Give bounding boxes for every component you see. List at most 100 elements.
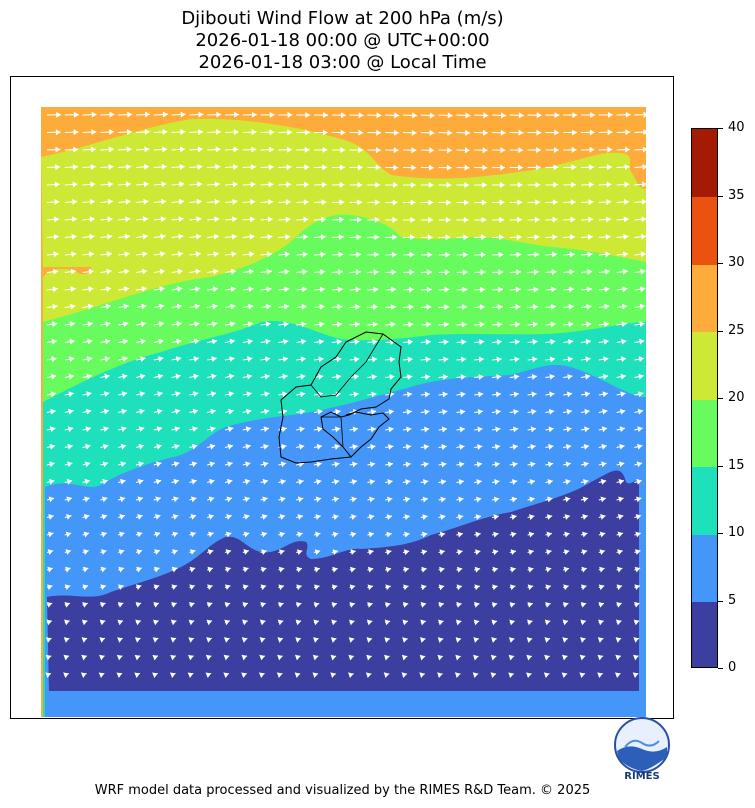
wind-arrow-head [527, 584, 534, 591]
wind-arrow-head [586, 286, 592, 293]
wind-arrow-head [534, 251, 540, 258]
wind-arrow-head [169, 672, 176, 678]
wind-arrow-head [403, 566, 409, 573]
wind-arrow-head [134, 672, 140, 678]
wind-arrow-head [570, 216, 576, 223]
wind-arrow-head [90, 163, 96, 170]
colorbar-segment [692, 466, 717, 535]
wind-arrow-head [98, 672, 105, 679]
wind-arrow-head [601, 461, 607, 468]
wind-arrow-head [581, 584, 587, 591]
wind-arrow-head [586, 303, 592, 310]
wind-arrow-head [584, 391, 590, 398]
wind-arrow-head [411, 129, 417, 136]
wind-arrow-head [508, 654, 515, 661]
wind-arrow-head [390, 304, 396, 311]
wind-arrow-head [402, 637, 408, 643]
wind-arrow-head [63, 637, 70, 643]
wind-arrow-head [305, 129, 310, 136]
wind-arrow-head [553, 181, 559, 188]
wind-arrow-head [572, 129, 577, 136]
colorbar-label: 40 [728, 120, 745, 135]
wind-arrow-head [284, 251, 290, 258]
wind-arrow-head [52, 321, 58, 328]
wind-arrow-head [386, 549, 392, 556]
wind-arrow-head [69, 321, 76, 328]
wind-arrow-head [67, 461, 73, 468]
wind-arrow-head [625, 129, 631, 136]
wind-arrow-head [50, 408, 56, 415]
wind-arrow-head [491, 601, 498, 608]
wind-arrow-head [136, 566, 142, 573]
wind-arrow-head [287, 111, 293, 118]
wind-arrow-head [284, 286, 290, 293]
wind-arrow-head [493, 496, 500, 503]
wind-vector-field [45, 111, 649, 679]
band-0-5 [47, 470, 639, 691]
wind-arrow-head [46, 637, 52, 643]
wind-arrow-head [286, 146, 292, 153]
wind-arrow-head [81, 637, 88, 643]
wind-arrow-head [296, 549, 303, 555]
wind-arrow-head [615, 637, 622, 643]
wind-arrow-head [197, 181, 203, 188]
wind-arrow-head [545, 601, 551, 608]
wind-arrow-head [472, 672, 479, 679]
wind-arrow-head [107, 216, 113, 223]
wind-arrow-head [251, 146, 257, 153]
wind-arrow-head [214, 181, 220, 188]
wind-arrow-head [85, 408, 92, 415]
wind-arrow-head [564, 514, 570, 520]
wind-arrow-head [438, 584, 445, 591]
wind-arrow-head [160, 251, 166, 258]
wind-arrow-head [473, 619, 480, 626]
wind-arrow-head [633, 637, 639, 643]
wind-arrow-head [280, 478, 286, 485]
wind-arrow-head [196, 198, 202, 205]
wind-arrow-head [124, 251, 130, 258]
wind-arrow-head [530, 461, 536, 468]
wind-arrow-head [89, 198, 96, 205]
wind-arrow-head [492, 549, 499, 556]
wind-arrow-head [374, 216, 380, 223]
wind-arrow-head [332, 531, 339, 538]
wind-arrow-head [230, 268, 237, 275]
wind-arrow-head [157, 391, 163, 397]
wind-arrow-head [109, 111, 115, 118]
wind-arrow-head [632, 672, 639, 679]
wind-arrow-head [579, 672, 585, 679]
wind-arrow-head [193, 356, 199, 362]
wind-arrow-head [208, 531, 214, 538]
wind-arrow-head [512, 443, 518, 450]
wind-arrow-head [393, 164, 399, 171]
wind-arrow-head [367, 601, 373, 608]
wind-arrow-head [386, 514, 393, 521]
wind-arrow-head [599, 566, 605, 573]
wind-arrow-head [209, 443, 216, 450]
wind-arrow-head [297, 514, 303, 520]
wind-arrow-head [498, 269, 504, 276]
title-line-1: Djibouti Wind Flow at 200 hPa (m/s) [181, 8, 504, 29]
wind-arrow-head [535, 164, 541, 171]
wind-arrow-head [154, 513, 161, 520]
wind-arrow-head [317, 408, 323, 415]
wind-arrow-head [544, 654, 550, 661]
title-line-3: 2026-01-18 03:00 @ Local Time [198, 52, 487, 73]
wind-arrow-head [304, 146, 310, 153]
wind-arrow-head [349, 619, 355, 626]
wind-arrow-head [458, 479, 464, 485]
wind-arrow-head [280, 496, 286, 503]
wind-arrow-head [546, 549, 552, 556]
wind-arrow-head [616, 584, 623, 591]
wind-arrow-head [50, 391, 56, 398]
wind-arrow-head [339, 216, 344, 223]
wind-arrow-head [421, 584, 427, 591]
wind-arrow-head [125, 181, 131, 188]
wind-arrow-head [332, 549, 338, 556]
wind-arrow-head [209, 461, 215, 468]
wind-arrow-head [334, 426, 341, 433]
wind-arrow-head [423, 461, 429, 468]
wind-arrow-head [232, 198, 238, 205]
wind-arrow-head [547, 496, 553, 503]
wind-arrow-head [246, 408, 252, 415]
